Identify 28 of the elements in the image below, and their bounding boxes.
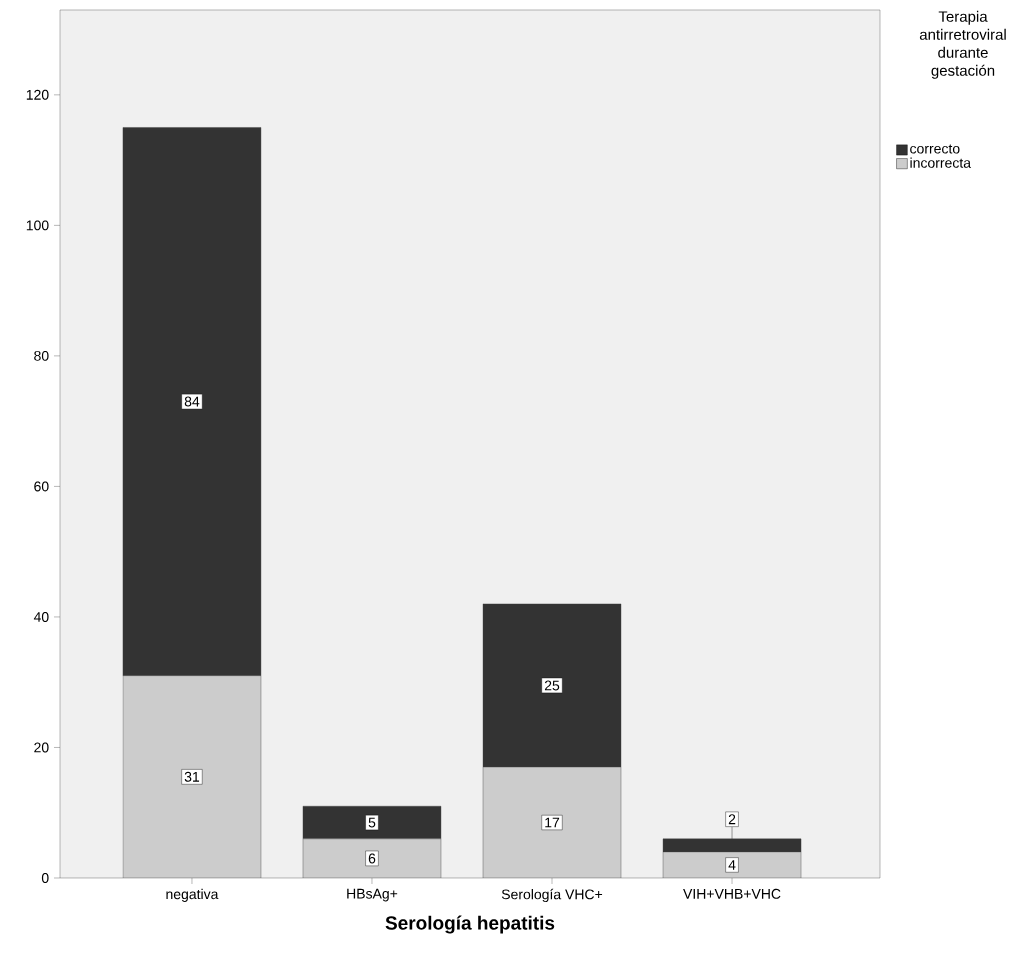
legend-label: correcto: [910, 144, 960, 154]
x-tick-label: negativa: [166, 888, 219, 902]
x-tick-label: VIH+VHB+VHC: [683, 888, 781, 899]
data-label: 25: [544, 680, 560, 691]
data-label: 2: [728, 814, 736, 825]
y-tick-label: 80: [34, 350, 49, 361]
bar: [483, 767, 622, 878]
bar: [302, 838, 442, 878]
y-tick-label: 0: [41, 873, 49, 883]
data-label: 31: [184, 771, 200, 782]
data-label: 5: [368, 817, 376, 828]
data-label: 6: [368, 853, 376, 864]
data-label: 4: [728, 860, 736, 870]
y-tick-label: 20: [34, 742, 49, 753]
legend-label: incorrecta: [910, 157, 972, 168]
y-tick-label: 60: [34, 481, 49, 492]
x-tick-label: HBsAg+: [347, 888, 398, 902]
bar: [122, 675, 262, 878]
legend-title: Terapia antirretroviral durante gestación: [919, 10, 1006, 79]
y-tick-label: 100: [26, 220, 49, 231]
x-axis-title: Serología hepatitis: [385, 915, 555, 934]
bar: [302, 806, 442, 840]
data-label: 84: [184, 396, 200, 407]
y-tick-label: 120: [26, 89, 49, 100]
data-label: 17: [545, 817, 560, 828]
bar: [662, 851, 802, 878]
y-tick-label: 40: [33, 611, 49, 622]
x-tick-label: Serología VHC+: [501, 888, 603, 903]
